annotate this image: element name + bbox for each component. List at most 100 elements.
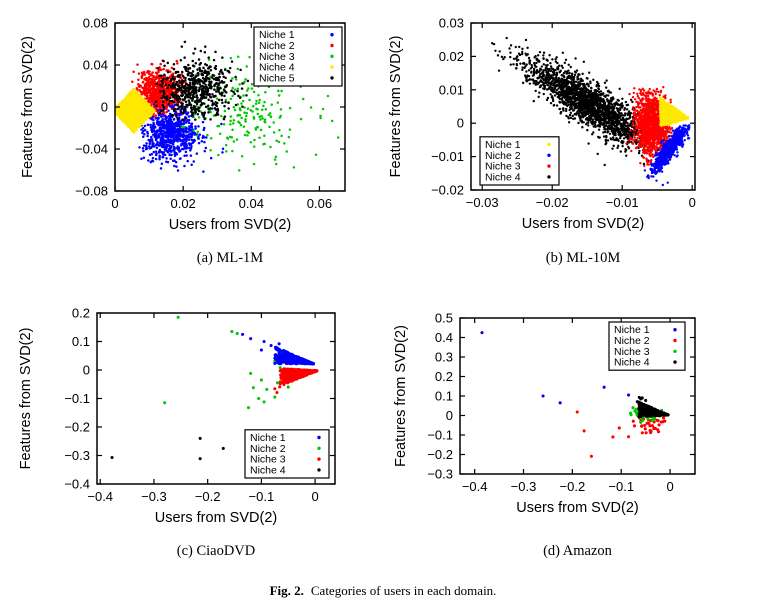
legend-box: [479, 136, 560, 186]
y-axis-label: Features from SVD(2): [388, 36, 404, 178]
y-axis-label: Features from SVD(2): [18, 328, 34, 470]
y-tick-label: −0.02: [431, 183, 464, 198]
legend-label: Niche 1: [485, 139, 521, 151]
x-tick-label: −0.01: [606, 195, 639, 210]
legend-box: [253, 26, 343, 87]
legend-marker: [673, 360, 677, 364]
x-axis-label: Users from SVD(2): [169, 217, 291, 233]
legend-box: [244, 429, 330, 479]
legend-label: Niche 4: [485, 171, 521, 183]
y-tick-label: 0: [101, 100, 108, 115]
legend-label: Niche 1: [259, 29, 295, 41]
y-tick-label: 0.03: [439, 16, 464, 31]
y-tick-label: 0.5: [435, 311, 453, 326]
x-tick-label: −0.3: [511, 479, 537, 494]
legend-box: [608, 321, 686, 371]
x-tick-label: 0: [111, 196, 118, 211]
legend-marker: [547, 153, 551, 157]
subplot-c-points-canvas: [8, 302, 374, 554]
y-tick-label: −0.1: [427, 428, 453, 443]
legend-marker: [547, 142, 551, 147]
legend-label: Niche 3: [485, 161, 521, 173]
subplot-c-axes: −0.4 −0.3 −0.2 −0.1 0 −0.4 −0.3 −0.2 −0.1 0 0.1 0.2…: [18, 306, 336, 526]
legend-marker: [317, 435, 321, 440]
legend-marker: [547, 175, 551, 179]
x-tick-label: −0.4: [87, 489, 113, 504]
legend-label: Niche 2: [250, 443, 286, 455]
x-tick-label: −0.3: [141, 489, 167, 504]
subplot-b-caption: (b) ML-10M: [545, 250, 621, 266]
legend-marker: [330, 65, 334, 69]
subplot-d-points-canvas: [383, 302, 766, 554]
legend-marker: [330, 43, 334, 48]
x-axis-label: Users from SVD(2): [516, 500, 638, 516]
subplot-c: −0.4 −0.3 −0.2 −0.1 0 −0.4 −0.3 −0.2 −0.1 0 0.1 0.2…: [8, 302, 374, 554]
legend-marker: [673, 338, 677, 343]
y-tick-label: −0.01: [431, 149, 464, 164]
legend-label: Niche 3: [614, 346, 650, 358]
legend-label: Niche 2: [259, 40, 295, 52]
y-tick-label: 0.02: [439, 49, 464, 64]
legend-marker: [330, 33, 334, 37]
legend-label: Niche 5: [259, 72, 295, 84]
y-tick-label: −0.3: [427, 467, 453, 482]
x-axis-label: Users from SVD(2): [522, 216, 644, 232]
y-tick-label: −0.1: [64, 391, 90, 406]
x-tick-label: 0: [689, 195, 696, 210]
legend-label: Niche 3: [250, 454, 286, 466]
legend-label: Niche 3: [259, 51, 295, 63]
legend-marker: [317, 468, 321, 472]
subplot-d-caption: (d) Amazon: [543, 543, 612, 559]
y-tick-label: 0: [457, 116, 464, 131]
subplot-d-axes: −0.4 −0.3 −0.2 −0.1 0 −0.3 −0.2 −0.1 0 0.1 0.2 0.3 0…: [393, 311, 696, 516]
legend-label: Niche 2: [485, 150, 521, 162]
y-tick-label: 0.2: [72, 306, 90, 321]
figure-caption-text: Categories of users in each domain.: [310, 583, 497, 598]
x-tick-label: −0.2: [560, 479, 586, 494]
plot-border: [470, 22, 696, 191]
subplot-a: 0 0.02 0.04 0.06 −0.08 −0.04 0 0.04 0.08 Users fr…: [8, 4, 374, 252]
legend-label: Niche 1: [250, 432, 286, 444]
x-tick-label: −0.02: [536, 195, 569, 210]
subplot-a-axes: 0 0.02 0.04 0.06 −0.08 −0.04 0 0.04 0.08 Users fr…: [20, 16, 346, 233]
x-axis-label: Users from SVD(2): [155, 510, 277, 526]
y-tick-label: 0.1: [72, 334, 90, 349]
x-tick-label: 0.06: [307, 196, 332, 211]
subplot-b-axes: −0.03 −0.02 −0.01 0−0.02−0.0100.010.020.03U…: [388, 16, 696, 233]
legend-label: Niche 4: [614, 357, 650, 369]
y-tick-label: 0.08: [83, 16, 108, 31]
x-tick-label: 0: [312, 489, 319, 504]
subplot-d: −0.4 −0.3 −0.2 −0.1 0 −0.3 −0.2 −0.1 0 0.1 0.2 0.3 0…: [383, 302, 766, 554]
legend-marker: [330, 54, 334, 58]
legend-label: Niche 4: [250, 464, 286, 476]
legend-marker: [317, 457, 321, 461]
legend-label: Niche 1: [614, 324, 650, 336]
x-tick-label: −0.03: [466, 195, 499, 210]
subplot-b-points-canvas: [383, 4, 766, 252]
x-tick-label: −0.1: [249, 489, 275, 504]
y-tick-label: 0.4: [435, 330, 453, 345]
legend-label: Niche 2: [614, 335, 650, 347]
y-tick-label: 0: [446, 408, 453, 423]
y-tick-label: −0.4: [64, 477, 90, 492]
y-tick-label: −0.3: [64, 448, 90, 463]
x-tick-label: −0.4: [462, 479, 488, 494]
y-tick-label: 0.04: [83, 58, 108, 73]
figure-caption-label: Fig. 2.: [269, 583, 304, 598]
x-tick-label: −0.1: [608, 479, 634, 494]
legend-marker: [673, 349, 677, 353]
y-tick-label: 0.3: [435, 350, 453, 365]
y-axis-label: Features from SVD(2): [20, 36, 36, 178]
x-tick-label: 0.04: [239, 196, 264, 211]
legend-marker: [547, 164, 551, 168]
x-tick-label: 0: [666, 479, 673, 494]
y-tick-label: −0.08: [75, 184, 108, 199]
y-axis-label: Features from SVD(2): [393, 325, 409, 467]
y-tick-label: 0.01: [439, 82, 464, 97]
y-tick-label: −0.2: [427, 447, 453, 462]
legend-marker: [330, 76, 334, 80]
subplot-c-caption: (c) CiaoDVD: [176, 543, 256, 559]
subplot-b: −0.03 −0.02 −0.01 0 −0.02 −0.01 0 0.01 0.02 0.03 U…: [383, 4, 766, 252]
x-tick-label: 0.02: [170, 196, 195, 211]
